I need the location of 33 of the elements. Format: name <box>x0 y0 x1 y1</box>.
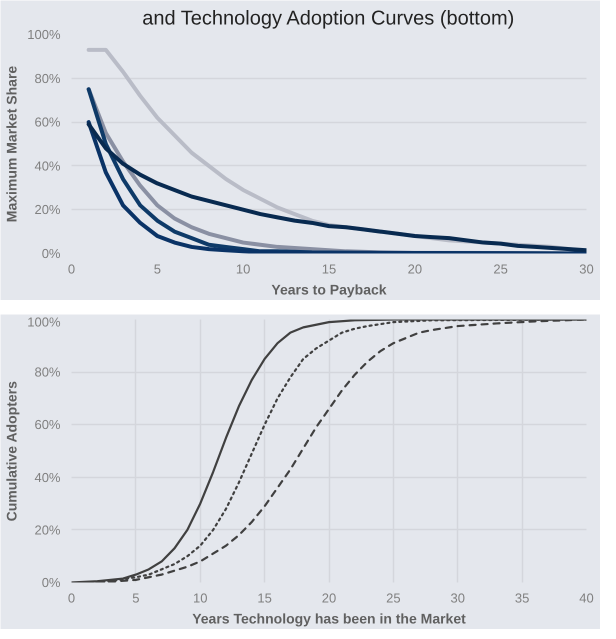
x-tick-label: 10 <box>193 590 208 606</box>
x-tick-label: 40 <box>579 590 594 606</box>
y-tick-label: 60% <box>34 417 61 432</box>
y-axis-title: Maximum Market Share <box>3 66 20 222</box>
x-tick-label: 25 <box>386 590 401 606</box>
x-tick-label: 0 <box>68 262 76 276</box>
y-tick-label: 40% <box>34 470 61 485</box>
x-tick-label: 15 <box>257 590 272 606</box>
y-axis-title: Cumulative Adopters <box>3 380 20 522</box>
x-tick-label: 30 <box>579 262 594 276</box>
x-tick-label: 0 <box>68 590 76 606</box>
x-axis-title: Years Technology has been in the Market <box>192 610 466 626</box>
x-tick-label: 15 <box>322 262 336 276</box>
x-tick-label: 35 <box>514 590 530 606</box>
y-tick-label: 40% <box>34 158 61 174</box>
x-tick-label: 5 <box>132 590 140 606</box>
chart-title: and Technology Adoption Curves (bottom) <box>142 8 514 30</box>
y-tick-label: 20% <box>34 522 61 538</box>
y-tick-label: 0% <box>42 575 61 590</box>
x-tick-label: 5 <box>154 262 161 276</box>
x-tick-label: 20 <box>322 590 336 606</box>
x-tick-label: 25 <box>493 262 508 276</box>
y-tick-label: 100% <box>27 314 61 330</box>
y-tick-label: 60% <box>34 114 61 130</box>
x-tick-label: 30 <box>450 590 465 606</box>
y-tick-label: 80% <box>34 70 61 86</box>
x-tick-label: 10 <box>236 262 250 276</box>
y-tick-label: 0% <box>42 246 61 261</box>
x-tick-label: 20 <box>408 262 422 276</box>
y-tick-label: 20% <box>34 202 61 218</box>
x-axis-title: Years to Payback <box>271 282 387 298</box>
y-tick-label: 80% <box>34 364 61 380</box>
y-tick-label: 100% <box>27 27 61 42</box>
